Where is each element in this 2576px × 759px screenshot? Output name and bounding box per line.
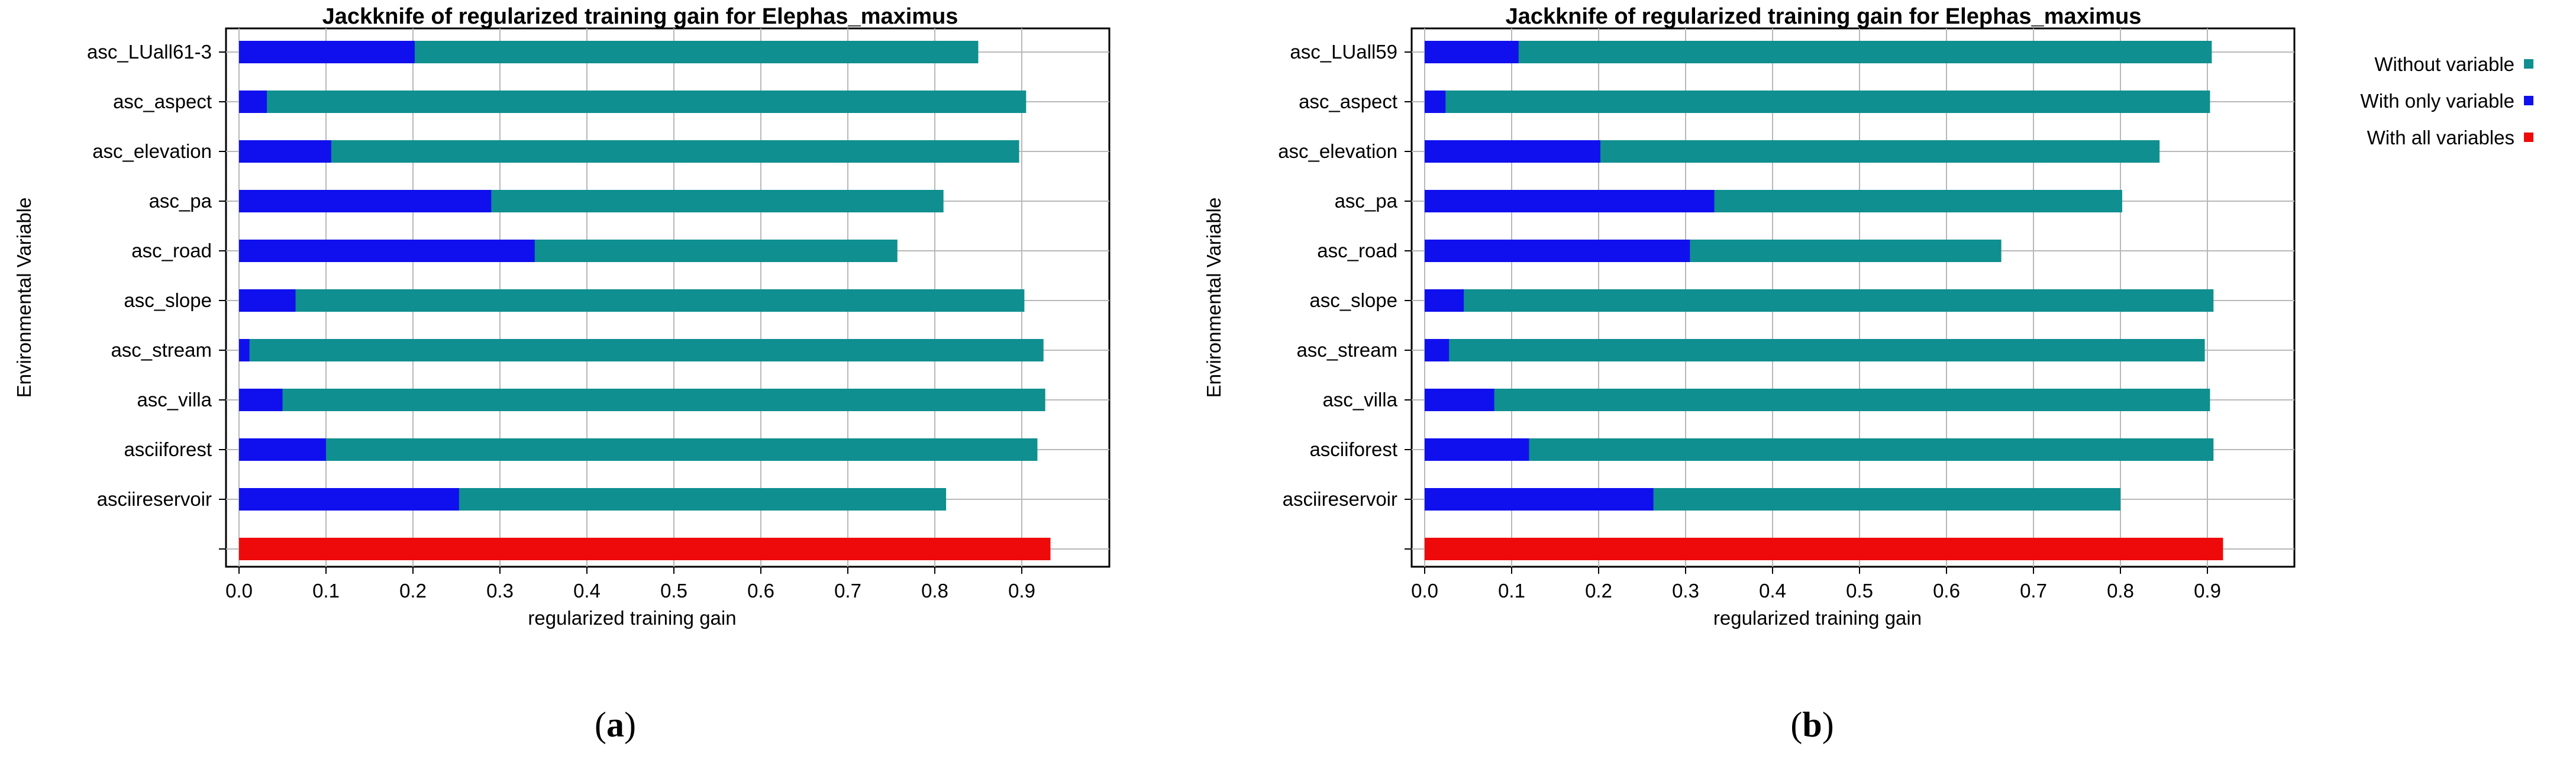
bar-with-only-variable [239, 190, 492, 212]
bar-without-variable [239, 438, 1038, 461]
legend-marker [2524, 59, 2533, 69]
chart-title: Jackknife of regularized training gain f… [1506, 4, 2142, 29]
bar-with-only-variable [1425, 339, 1450, 361]
category-label: asc_slope [1309, 289, 1397, 311]
bar-without-variable [1425, 389, 2210, 411]
category-label: asc_road [131, 240, 212, 261]
x-tick-label: 0.6 [1933, 580, 1960, 602]
bar-with-only-variable [1425, 41, 1519, 63]
panel-label: (a) [595, 705, 636, 744]
bar-with-only-variable [1425, 140, 1600, 163]
x-tick-label: 0.8 [921, 580, 948, 602]
category-label: asc_pa [1335, 190, 1398, 212]
x-tick-label: 0.7 [834, 580, 861, 602]
bar-with-only-variable [239, 438, 326, 461]
y-axis-label: Environmental Variable [1203, 198, 1225, 398]
legend-label: With all variables [2367, 127, 2514, 148]
y-axis-label: Environmental Variable [13, 198, 35, 398]
bar-with-only-variable [1425, 389, 1494, 411]
x-tick-label: 0.4 [1759, 580, 1786, 602]
category-label: asc_aspect [1299, 91, 1397, 112]
bar-with-only-variable [1425, 289, 1464, 312]
category-label: asciireservoir [1283, 488, 1397, 510]
bar-with-all-variables [1425, 538, 2223, 560]
x-tick-label: 0.1 [1498, 580, 1525, 602]
category-label: asc_LUall61-3 [87, 41, 212, 63]
bar-with-only-variable [1425, 240, 1690, 262]
category-label: asc_stream [111, 339, 212, 361]
bar-without-variable [1425, 289, 2214, 312]
chart-panel-b: Jackknife of regularized training gain f… [1203, 4, 2533, 744]
bar-with-only-variable [239, 389, 283, 411]
legend-marker [2524, 96, 2533, 105]
legend-marker [2524, 133, 2533, 142]
bar-without-variable [239, 289, 1025, 312]
bar-with-only-variable [239, 339, 250, 361]
bar-with-only-variable [239, 289, 296, 312]
x-axis-label: regularized training gain [528, 607, 736, 629]
bar-without-variable [1425, 41, 2212, 63]
x-tick-label: 0.8 [2107, 580, 2134, 602]
x-tick-label: 0.9 [2194, 580, 2221, 602]
category-label: asc_slope [124, 289, 212, 311]
bar-with-only-variable [1425, 190, 1715, 212]
category-label: asc_road [1317, 240, 1397, 261]
bar-without-variable [239, 91, 1026, 113]
category-label: asc_pa [149, 190, 212, 212]
category-label: asciiforest [1309, 438, 1397, 460]
x-tick-label: 0.0 [225, 580, 253, 602]
x-tick-label: 0.5 [660, 580, 687, 602]
bar-with-only-variable [239, 140, 331, 163]
panel-label: (b) [1790, 705, 1833, 744]
bar-with-only-variable [1425, 488, 1654, 511]
legend-label: Without variable [2374, 53, 2514, 75]
bar-with-only-variable [239, 240, 535, 262]
x-tick-label: 0.2 [399, 580, 427, 602]
bar-with-only-variable [1425, 91, 1446, 113]
x-tick-label: 0.4 [573, 580, 601, 602]
bar-without-variable [1425, 91, 2210, 113]
chart-title: Jackknife of regularized training gain f… [322, 4, 958, 29]
category-label: asc_LUall59 [1290, 41, 1397, 63]
category-label: asc_villa [1322, 389, 1397, 411]
category-label: asc_elevation [1278, 140, 1397, 162]
category-label: asciireservoir [97, 488, 212, 510]
category-label: asc_villa [137, 389, 212, 411]
bar-with-only-variable [239, 41, 415, 63]
bar-with-all-variables [239, 538, 1051, 560]
bar-without-variable [239, 339, 1044, 361]
x-tick-label: 0.1 [312, 580, 340, 602]
x-tick-label: 0.5 [1846, 580, 1873, 602]
category-label: asc_stream [1296, 339, 1397, 361]
category-label: asc_elevation [92, 140, 212, 162]
bar-with-only-variable [239, 488, 459, 511]
legend-label: With only variable [2361, 90, 2514, 112]
bar-with-only-variable [239, 91, 267, 113]
bar-without-variable [239, 140, 1019, 163]
bar-with-only-variable [1425, 438, 1529, 461]
bar-without-variable [1425, 339, 2205, 361]
x-tick-label: 0.2 [1585, 580, 1612, 602]
category-label: asc_aspect [113, 91, 212, 112]
x-tick-label: 0.7 [2020, 580, 2047, 602]
x-tick-label: 0.3 [486, 580, 514, 602]
x-tick-label: 0.3 [1672, 580, 1699, 602]
chart-panel-a: Jackknife of regularized training gain f… [13, 4, 1111, 744]
legend: Without variable With only variable With a… [2361, 53, 2533, 148]
bar-without-variable [239, 389, 1045, 411]
x-tick-label: 0.6 [747, 580, 774, 602]
x-tick-label: 0.0 [1411, 580, 1438, 602]
x-axis-label: regularized training gain [1713, 607, 1922, 629]
bar-without-variable [1425, 438, 2214, 461]
category-label: asciiforest [124, 438, 212, 460]
x-tick-label: 0.9 [1008, 580, 1035, 602]
